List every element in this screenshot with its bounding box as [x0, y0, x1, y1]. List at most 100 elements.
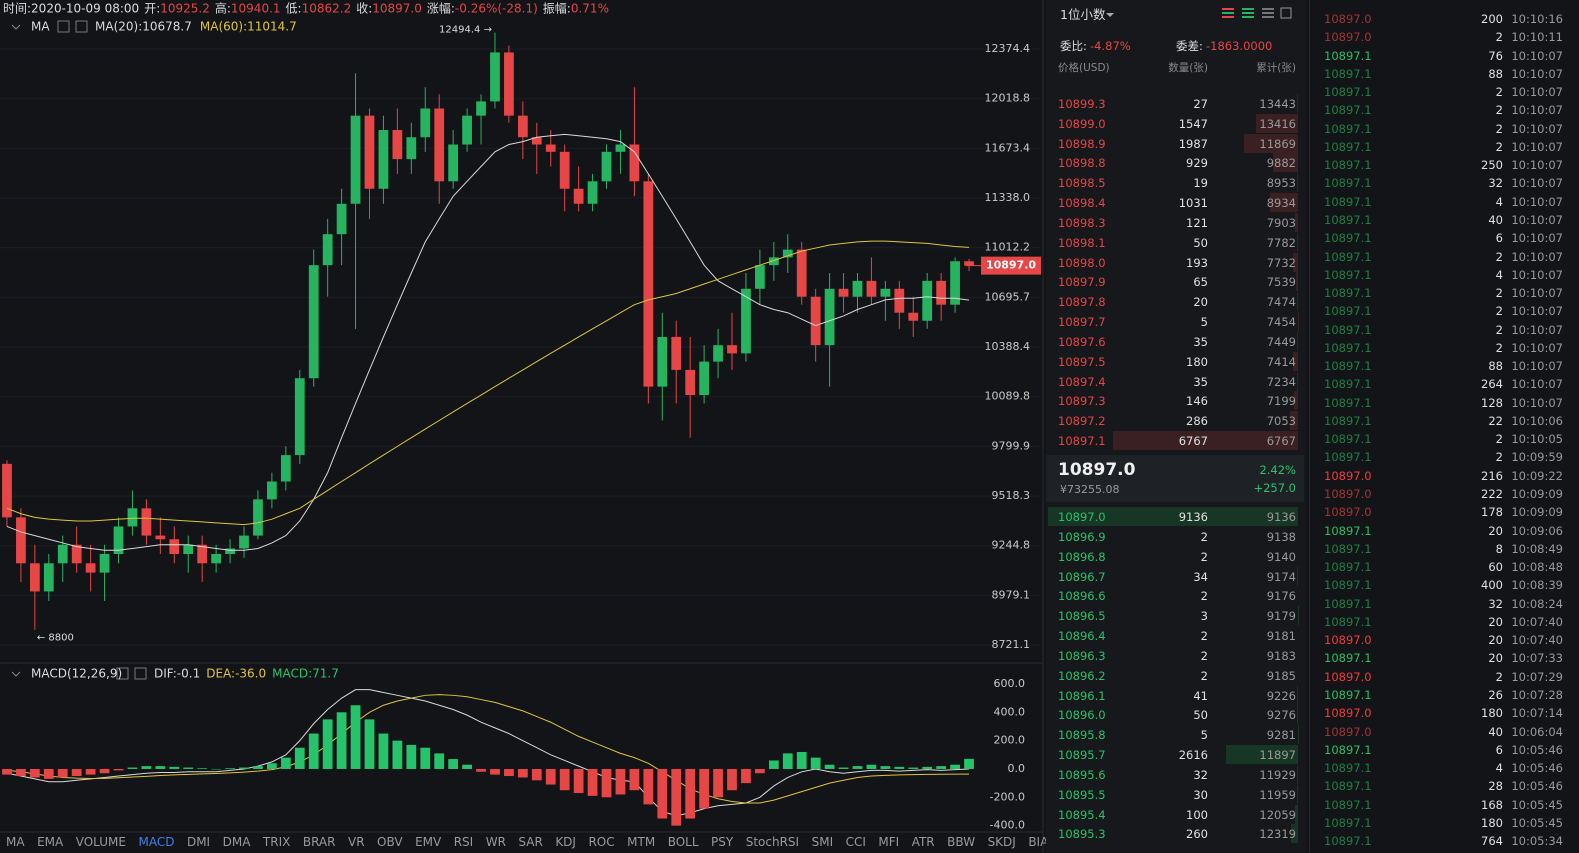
candle-body	[866, 280, 877, 297]
indicator-tab[interactable]: PSY	[711, 835, 734, 849]
trade-quantity: 2	[1495, 322, 1503, 337]
macd-bar	[936, 766, 947, 769]
candle-body	[322, 234, 333, 266]
cumulative: 7053	[1266, 414, 1296, 429]
trade-time: 10:10:07	[1511, 121, 1563, 136]
ratio: -4.87%	[1090, 39, 1131, 53]
indicator-tab[interactable]: BBW	[947, 835, 976, 849]
trade-quantity: 178	[1481, 505, 1503, 520]
trade-time: 10:09:59	[1511, 450, 1563, 465]
price: 10896.4	[1058, 629, 1106, 644]
trade-price: 10897.1	[1324, 742, 1372, 757]
quantity: 32	[1193, 767, 1208, 782]
macd-line	[6, 694, 970, 804]
cumulative: 7449	[1266, 334, 1296, 349]
candle-body	[852, 280, 863, 297]
trade-quantity: 2	[1495, 669, 1503, 684]
indicator-tab[interactable]: BRAR	[302, 835, 336, 849]
candle-body	[755, 265, 765, 289]
quantity: 5	[1200, 728, 1208, 743]
trade-quantity: 2	[1495, 121, 1503, 136]
indicator-tab[interactable]: VR	[347, 835, 365, 849]
depth-bar	[1295, 804, 1298, 824]
legend-text: 10925.2	[160, 2, 210, 16]
indicator-tab[interactable]: MTM	[627, 835, 656, 849]
candle-body	[71, 544, 82, 564]
quantity: 180	[1186, 354, 1208, 369]
quantity: 2	[1200, 549, 1208, 564]
indicator-tab[interactable]: EMA	[37, 835, 64, 849]
trade-time: 10:10:11	[1511, 30, 1563, 45]
settings-icon[interactable]	[57, 20, 70, 33]
indicator-tab[interactable]: SMI	[811, 835, 834, 849]
trade-quantity: 168	[1481, 797, 1503, 812]
indicator-tab[interactable]: ATR	[911, 835, 935, 849]
trade-quantity: 22	[1488, 413, 1503, 428]
view-icons[interactable]	[1218, 6, 1298, 22]
macd-bar	[531, 768, 542, 781]
indicator-tab[interactable]: RSI	[453, 835, 474, 849]
price: 10897.8	[1058, 295, 1106, 310]
macd-bar	[727, 768, 737, 791]
indicator-tab[interactable]: DMA	[222, 835, 251, 849]
close-icon[interactable]	[134, 667, 147, 680]
trade-price: 10897.1	[1324, 231, 1372, 246]
price: 10895.5	[1058, 787, 1106, 802]
quantity: 3	[1200, 609, 1208, 624]
quantity: 121	[1186, 215, 1208, 230]
indicator-tab[interactable]: StochRSI	[745, 835, 800, 849]
macd-bar	[420, 747, 431, 769]
candle-body	[350, 115, 361, 204]
trade-list: 10897.0 200 10:10:16 10897.0 2 10:10:11 10897.…	[1309, 0, 1579, 853]
indicator-tab[interactable]: CCI	[845, 835, 866, 849]
indicator-tab[interactable]: BOLL	[667, 835, 699, 849]
quantity: 2	[1200, 629, 1208, 644]
indicator-tab[interactable]: WR	[485, 835, 506, 849]
indicator-tab[interactable]: VOLUME	[75, 835, 126, 849]
indicator-tab[interactable]: EMV	[415, 835, 442, 849]
settings-icon[interactable]	[116, 667, 129, 680]
indicator-tab[interactable]: DMI	[186, 835, 211, 849]
trade-price: 10897.1	[1324, 541, 1372, 556]
trade-time: 10:10:07	[1511, 395, 1563, 410]
macd-bar	[267, 763, 277, 769]
cumulative: 7199	[1266, 394, 1296, 409]
trade-price: 10897.1	[1324, 779, 1372, 794]
trade-price: 10897.1	[1324, 578, 1372, 593]
trade-time: 10:06:04	[1511, 724, 1563, 739]
depth-bar	[1048, 507, 1298, 526]
macd-bar	[838, 767, 849, 769]
indicator-tab[interactable]: SAR	[518, 835, 543, 849]
precision-select[interactable]: 1位小数	[1060, 7, 1106, 22]
cumulative: 9181	[1266, 629, 1296, 644]
macd-bar	[755, 768, 765, 774]
indicator-tab[interactable]: KDJ	[555, 835, 576, 849]
indicator-tab[interactable]: MA	[6, 835, 25, 849]
depth-bar	[1297, 764, 1298, 784]
trade-time: 10:10:07	[1511, 359, 1563, 374]
indicator-tab[interactable]: SKDJ	[987, 835, 1016, 849]
legend-text: 收:	[356, 2, 372, 16]
trade-time: 10:10:07	[1511, 103, 1563, 118]
trade-quantity: 40	[1488, 212, 1503, 227]
collapse-icon[interactable]	[11, 671, 21, 677]
indicator-tab[interactable]: MACD	[138, 835, 175, 849]
cumulative: 9226	[1266, 688, 1296, 703]
macd-bar	[322, 719, 333, 769]
depth-bar	[1269, 193, 1298, 213]
candle-body	[169, 539, 180, 555]
macd-bar	[392, 740, 403, 769]
indicator-tab[interactable]: ROC	[588, 835, 615, 849]
trade-price: 10897.1	[1324, 158, 1372, 173]
collapse-icon[interactable]	[11, 24, 21, 30]
cumulative: 7732	[1266, 255, 1296, 270]
indicator-tab[interactable]: MFI	[878, 835, 900, 849]
candle-body	[559, 151, 570, 189]
indicator-tab[interactable]: TRIX	[262, 835, 291, 849]
cumulative: 9179	[1266, 609, 1296, 624]
candle-body	[768, 257, 779, 266]
close-icon[interactable]	[75, 20, 88, 33]
indicator-tab[interactable]: OBV	[377, 835, 403, 849]
y-tick-label: 11673.4	[985, 141, 1031, 154]
trade-time: 10:10:07	[1511, 176, 1563, 191]
